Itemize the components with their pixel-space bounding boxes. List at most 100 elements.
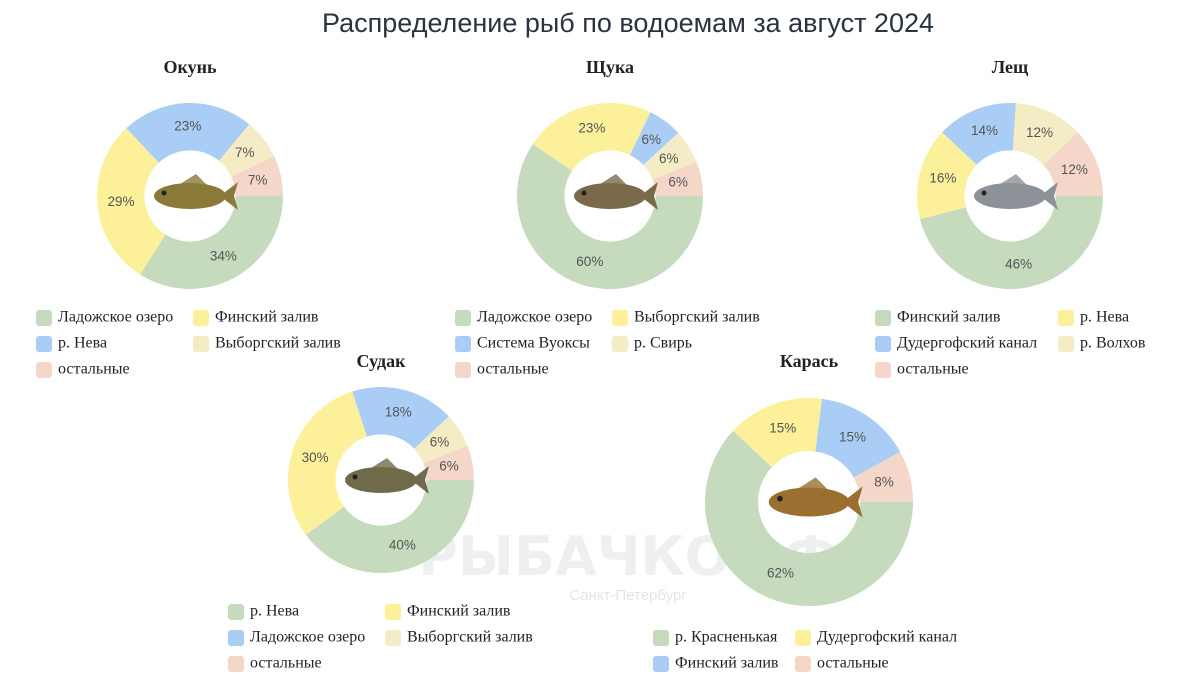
pie-slice <box>414 416 468 464</box>
fish-body <box>154 183 226 209</box>
legend-swatch <box>875 362 891 378</box>
data-label: 60% <box>576 254 603 269</box>
fish-body <box>974 183 1046 209</box>
legend-swatch <box>193 336 209 352</box>
pie-slice <box>140 196 283 289</box>
fish-body <box>768 487 850 517</box>
pie-slice <box>532 102 651 171</box>
pie-slice <box>219 124 275 177</box>
pie-title: Судак <box>357 351 407 371</box>
pie-slice <box>942 103 1016 165</box>
legend-label: р. Волхов <box>1080 335 1146 352</box>
legend-swatch <box>653 630 669 646</box>
data-label: 15% <box>839 429 866 444</box>
pie-slice <box>815 398 901 478</box>
data-label: 14% <box>971 123 998 138</box>
legend-label: Дудергофский канал <box>817 629 957 646</box>
legend-label: Дудергофский канал <box>897 335 1037 352</box>
pie-title: Щука <box>586 57 634 77</box>
legend-swatch <box>228 656 244 672</box>
watermark-subtitle: Санкт-Петербург <box>569 587 687 604</box>
legend-label: остальные <box>58 361 130 378</box>
legend-label: Финский залив <box>215 309 319 326</box>
legend-label: Финский залив <box>407 603 511 620</box>
pie-slice <box>629 112 679 166</box>
data-label: 6% <box>430 434 450 449</box>
pie-slice <box>1043 132 1103 196</box>
fish-fin <box>180 174 208 186</box>
legend-label: Система Вуоксы <box>477 335 590 352</box>
data-label: 40% <box>389 537 416 552</box>
fish-fin <box>797 477 830 491</box>
fish-tail <box>640 182 658 210</box>
legend-label: р. Нева <box>58 335 107 352</box>
data-label: 29% <box>108 194 135 209</box>
pie-slice <box>733 398 823 468</box>
fish-fin <box>600 174 628 186</box>
pie-slice <box>231 156 283 196</box>
fish-icon <box>154 174 238 210</box>
legend-label: остальные <box>477 361 549 378</box>
fish-fin <box>371 458 399 470</box>
page-title: Распределение рыб по водоемам за август … <box>322 8 934 38</box>
legend-label: Ладожское озеро <box>250 629 365 646</box>
legend-swatch <box>795 630 811 646</box>
fish-tail <box>842 486 863 518</box>
data-label: 6% <box>668 175 688 190</box>
fish-eye <box>581 190 587 196</box>
fish-eye <box>161 190 167 196</box>
legend-swatch <box>875 336 891 352</box>
legend-swatch <box>193 310 209 326</box>
pie-slice <box>97 128 166 275</box>
data-label: 30% <box>302 450 329 465</box>
data-label: 8% <box>874 474 894 489</box>
legend-swatch <box>36 310 52 326</box>
data-label: 6% <box>659 151 679 166</box>
pie-slice <box>352 387 449 449</box>
pie-title: Карась <box>780 351 839 371</box>
pie-slice <box>288 391 367 535</box>
legend-swatch <box>36 362 52 378</box>
data-label: 12% <box>1026 125 1053 140</box>
pie-slice <box>919 196 1103 289</box>
legend-swatch <box>612 310 628 326</box>
legend-label: Финский залив <box>897 309 1001 326</box>
pie-slice <box>705 430 913 606</box>
fish-body <box>345 467 417 493</box>
data-label: 7% <box>235 145 255 160</box>
legend-label: р. Нева <box>250 603 299 620</box>
legend-swatch <box>1058 310 1074 326</box>
legend-label: Выборгский залив <box>407 629 533 646</box>
pie-slice <box>423 445 474 480</box>
legend-label: Ладожское озеро <box>58 309 173 326</box>
data-label: 34% <box>210 248 237 263</box>
legend-swatch <box>612 336 628 352</box>
fish-eye <box>352 474 358 480</box>
pie-title: Лещ <box>992 57 1029 77</box>
fish-tail <box>220 182 238 210</box>
legend-swatch <box>795 656 811 672</box>
legend-label: Выборгский залив <box>634 309 760 326</box>
legend-label: р. Нева <box>1080 309 1129 326</box>
fish-icon <box>974 174 1058 210</box>
fish-tail <box>411 466 429 494</box>
legend-swatch <box>455 310 471 326</box>
fish-body <box>574 183 646 209</box>
legend-swatch <box>875 310 891 326</box>
pie-slice <box>517 144 703 289</box>
legend-swatch <box>385 604 401 620</box>
data-label: 23% <box>174 118 201 133</box>
legend-swatch <box>385 630 401 646</box>
legend-swatch <box>653 656 669 672</box>
data-label: 15% <box>769 421 796 436</box>
legend-label: Ладожское озеро <box>477 309 592 326</box>
legend-label: остальные <box>897 361 969 378</box>
data-label: 6% <box>439 459 459 474</box>
pie-title: Окунь <box>163 57 216 77</box>
fish-eye <box>981 190 987 196</box>
legend-swatch <box>1058 336 1074 352</box>
pie-slice <box>1012 103 1078 165</box>
legend-label: Финский залив <box>675 655 779 672</box>
data-label: 46% <box>1005 256 1032 271</box>
